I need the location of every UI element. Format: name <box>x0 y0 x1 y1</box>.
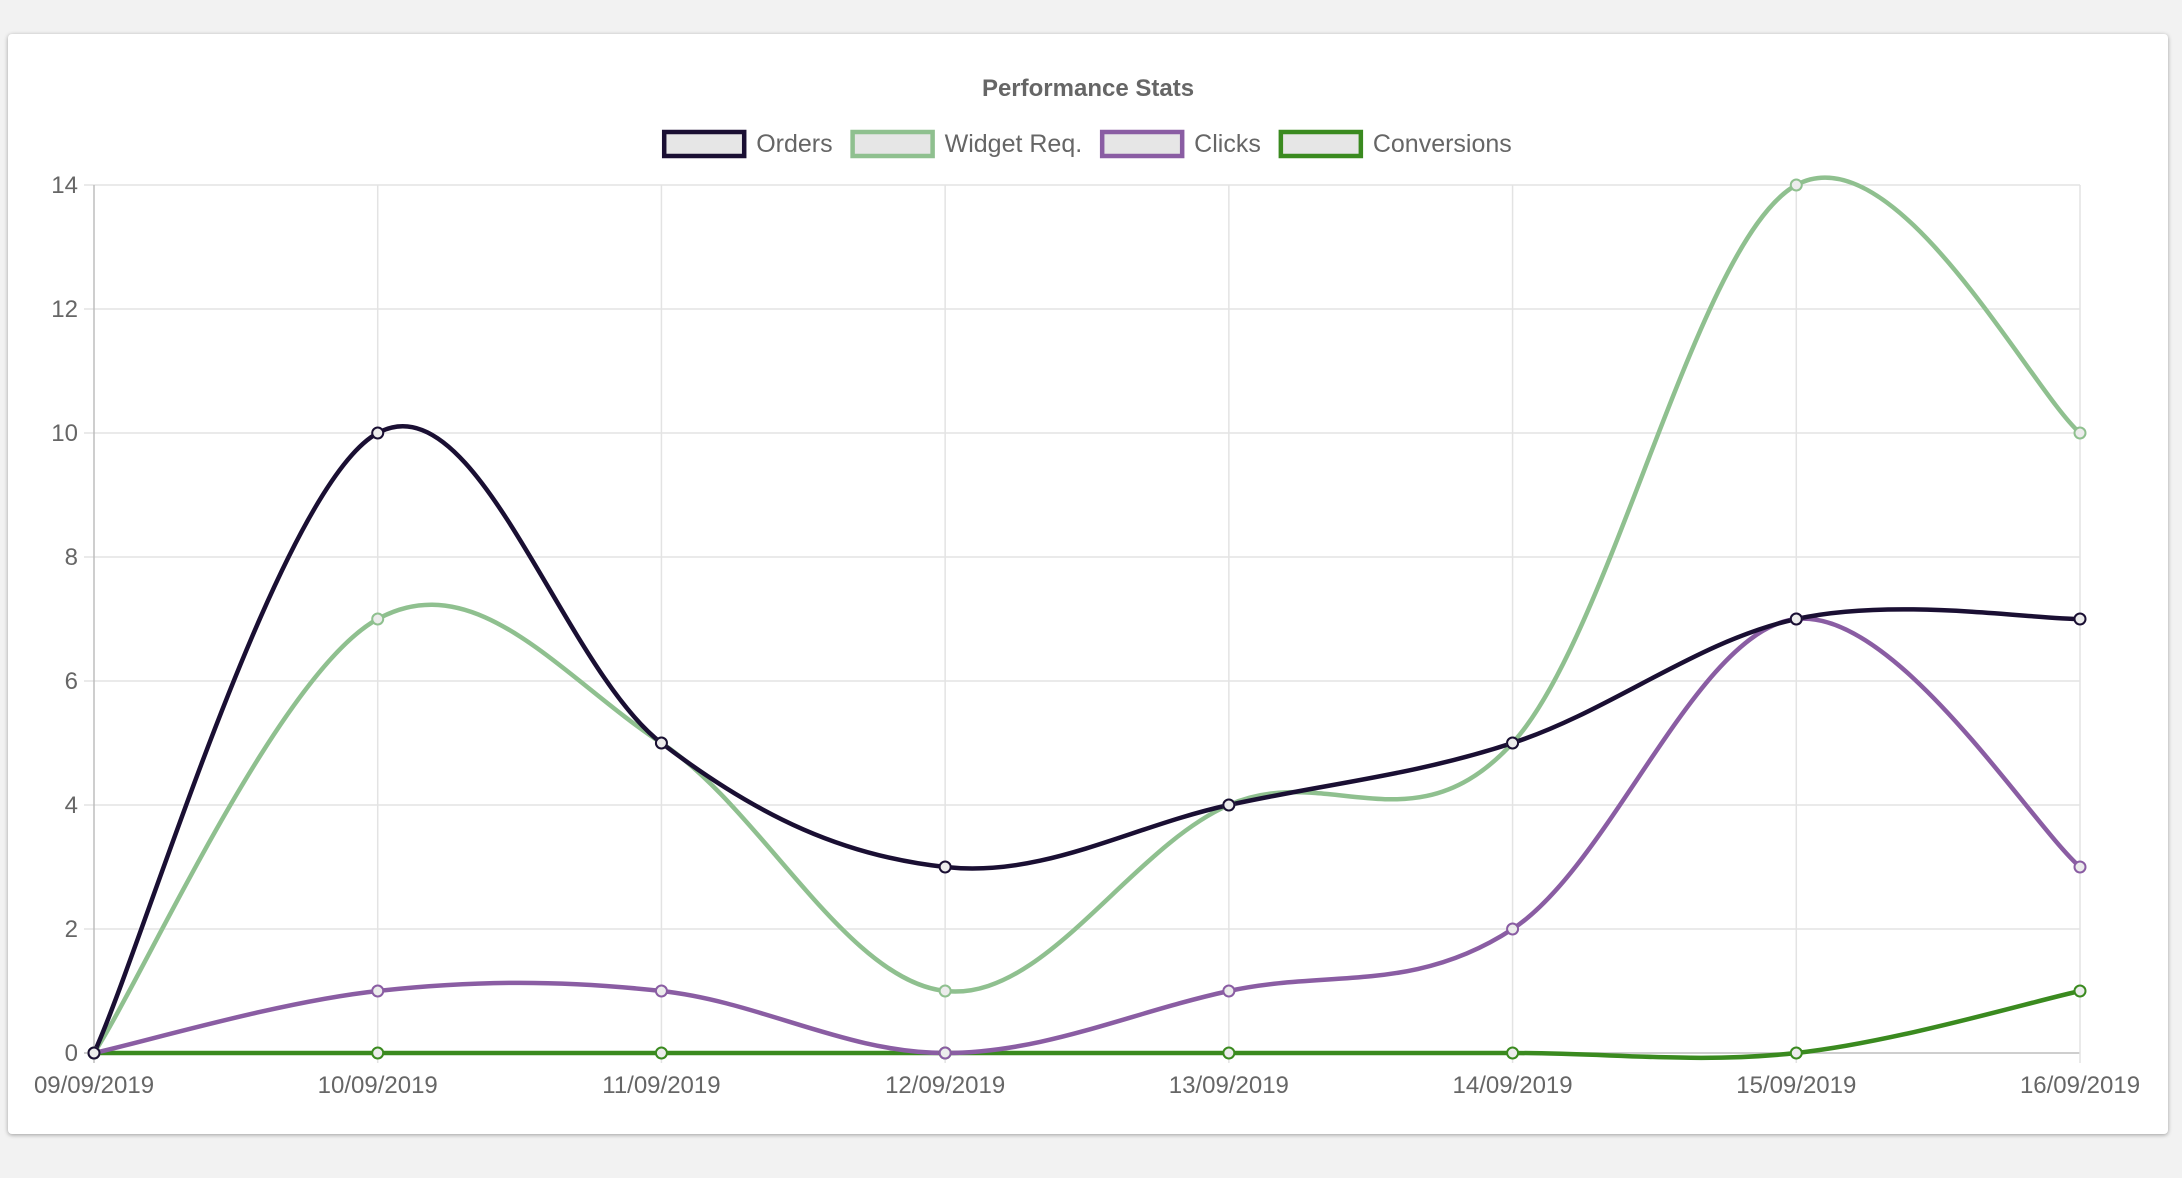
legend-swatch <box>661 129 747 159</box>
x-tick-label: 13/09/2019 <box>1169 1072 1289 1099</box>
series-line-widget-req <box>91 175 2083 1056</box>
legend-label: Conversions <box>1373 130 1512 158</box>
data-point[interactable] <box>1789 1046 1803 1060</box>
y-tick-label: 10 <box>51 420 78 447</box>
data-points <box>87 178 2087 1060</box>
legend: Orders Widget Req. Clicks Conversions <box>661 129 1512 159</box>
data-point[interactable] <box>1789 178 1803 192</box>
x-tick-label: 11/09/2019 <box>602 1072 720 1099</box>
y-tick-label: 8 <box>65 544 78 571</box>
x-tick-label: 09/09/2019 <box>34 1072 154 1099</box>
axes: 0 2 4 6 8 10 12 14 09/09/2019 10/09/2019 11/09/201… <box>34 172 2140 1099</box>
legend-swatch <box>850 129 935 159</box>
data-point[interactable] <box>87 1046 101 1060</box>
legend-label: Orders <box>756 130 832 158</box>
data-point[interactable] <box>371 612 385 626</box>
data-point[interactable] <box>1222 1046 1236 1060</box>
y-tick-label: 12 <box>51 296 78 323</box>
data-point[interactable] <box>1506 736 1520 750</box>
data-point[interactable] <box>938 860 952 874</box>
legend-item-orders[interactable]: Orders <box>661 129 833 159</box>
grid-lines <box>84 184 2081 1063</box>
data-point[interactable] <box>2073 984 2087 998</box>
y-tick-label: 4 <box>65 792 78 819</box>
data-point[interactable] <box>371 984 385 998</box>
x-tick-label: 15/09/2019 <box>1736 1072 1856 1099</box>
data-point[interactable] <box>2073 426 2087 440</box>
data-point[interactable] <box>1789 612 1803 626</box>
series-line-conversions <box>91 988 2083 1061</box>
legend-item-conversions[interactable]: Conversions <box>1278 129 1512 159</box>
data-point[interactable] <box>371 1046 385 1060</box>
legend-swatch <box>1099 129 1185 159</box>
data-point[interactable] <box>2073 612 2087 626</box>
legend-item-widget-req[interactable]: Widget Req. <box>850 129 1083 159</box>
legend-item-clicks[interactable]: Clicks <box>1099 129 1261 159</box>
chart-card: 0 2 4 6 8 10 12 14 09/09/2019 10/09/2019 11/09/201… <box>8 34 2168 1134</box>
y-tick-label: 14 <box>51 172 78 199</box>
y-tick-label: 0 <box>65 1040 78 1067</box>
series-line-orders <box>91 424 2083 1056</box>
data-point[interactable] <box>1222 798 1236 812</box>
data-point[interactable] <box>1506 1046 1520 1060</box>
data-point[interactable] <box>654 736 668 750</box>
legend-label: Clicks <box>1194 130 1261 158</box>
x-tick-label: 10/09/2019 <box>318 1072 438 1099</box>
data-point[interactable] <box>371 426 385 440</box>
x-tick-label: 12/09/2019 <box>885 1072 1005 1099</box>
performance-chart: 0 2 4 6 8 10 12 14 09/09/2019 10/09/2019 11/09/201… <box>34 75 2140 1099</box>
y-tick-label: 6 <box>65 668 78 695</box>
data-point[interactable] <box>938 1046 952 1060</box>
x-tick-label: 16/09/2019 <box>2020 1072 2140 1099</box>
series-line-clicks <box>91 616 2083 1056</box>
y-tick-label: 2 <box>65 916 78 943</box>
chart-title: Performance Stats <box>982 75 1194 102</box>
data-point[interactable] <box>938 984 952 998</box>
data-point[interactable] <box>654 1046 668 1060</box>
data-point[interactable] <box>2073 860 2087 874</box>
data-point[interactable] <box>654 984 668 998</box>
data-point[interactable] <box>1222 984 1236 998</box>
data-point[interactable] <box>1506 922 1520 936</box>
legend-swatch <box>1278 129 1364 159</box>
legend-label: Widget Req. <box>945 130 1083 158</box>
x-tick-label: 14/09/2019 <box>1453 1072 1573 1099</box>
